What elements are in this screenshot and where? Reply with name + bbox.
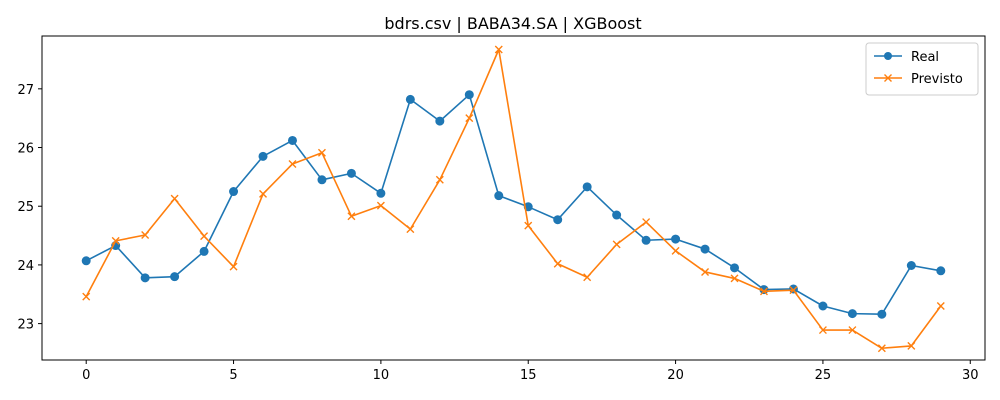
data-point bbox=[258, 151, 268, 161]
data-point bbox=[877, 309, 887, 319]
x-tick-label: 10 bbox=[373, 368, 390, 383]
data-point bbox=[376, 188, 386, 198]
data-point bbox=[141, 230, 150, 239]
y-tick-label: 27 bbox=[17, 83, 34, 98]
data-point bbox=[671, 234, 681, 244]
data-point bbox=[494, 191, 504, 201]
data-point bbox=[612, 240, 621, 249]
data-point bbox=[789, 286, 798, 295]
x-tick-label: 5 bbox=[229, 368, 237, 383]
data-point bbox=[788, 284, 798, 294]
x-axis: 0 5 10 15 20 25 30 bbox=[82, 360, 979, 383]
data-point bbox=[140, 273, 150, 283]
legend-marker bbox=[884, 74, 892, 82]
y-tick-label: 25 bbox=[17, 200, 34, 215]
data-point bbox=[111, 236, 120, 245]
data-point bbox=[701, 267, 710, 276]
data-point bbox=[641, 235, 651, 245]
legend: Real Previsto bbox=[865, 42, 979, 96]
data-point bbox=[523, 202, 533, 212]
data-point bbox=[642, 218, 651, 227]
data-point bbox=[376, 201, 385, 210]
data-point bbox=[170, 194, 179, 203]
y-tick-label: 24 bbox=[17, 259, 34, 274]
data-point bbox=[405, 94, 415, 104]
legend-label: Real bbox=[911, 50, 939, 65]
legend-marker bbox=[884, 52, 892, 60]
data-point bbox=[553, 215, 563, 225]
series-line-real bbox=[85, 93, 941, 316]
data-point bbox=[936, 266, 946, 276]
data-point bbox=[435, 175, 444, 184]
data-point bbox=[464, 90, 474, 100]
data-point bbox=[730, 263, 740, 273]
y-tick-label: 26 bbox=[17, 142, 34, 157]
data-point bbox=[81, 256, 91, 266]
data-point bbox=[818, 326, 827, 335]
data-point bbox=[730, 274, 739, 283]
data-point bbox=[229, 187, 239, 197]
data-point bbox=[553, 259, 562, 268]
data-point bbox=[406, 225, 415, 234]
data-point bbox=[818, 301, 828, 311]
data-point bbox=[82, 292, 91, 301]
data-point bbox=[346, 168, 356, 178]
data-point bbox=[671, 246, 680, 255]
data-point bbox=[847, 309, 857, 319]
chart-title: bdrs.csv | BABA34.SA | XGBoost bbox=[384, 14, 641, 33]
data-point bbox=[259, 189, 268, 198]
x-tick-label: 0 bbox=[82, 368, 90, 383]
data-point bbox=[906, 261, 916, 270]
data-point bbox=[287, 135, 297, 145]
series-layer bbox=[81, 45, 946, 353]
data-point bbox=[582, 182, 592, 192]
data-point bbox=[465, 114, 474, 123]
data-point bbox=[612, 210, 622, 220]
plot-area bbox=[41, 35, 986, 361]
data-point bbox=[700, 244, 710, 254]
data-point bbox=[317, 175, 327, 185]
data-point bbox=[317, 148, 326, 157]
data-point bbox=[877, 344, 886, 353]
data-point bbox=[229, 262, 238, 271]
data-point bbox=[759, 287, 768, 296]
legend-item-real: Real bbox=[874, 50, 939, 65]
data-point bbox=[583, 273, 592, 282]
data-point bbox=[170, 272, 180, 282]
x-tick-label: 20 bbox=[667, 368, 684, 383]
data-point bbox=[199, 246, 209, 256]
data-point bbox=[936, 302, 945, 310]
x-tick-label: 25 bbox=[815, 368, 832, 383]
series-previsto bbox=[82, 45, 945, 353]
data-point bbox=[907, 341, 916, 350]
data-point bbox=[347, 212, 356, 221]
series-line-previsto bbox=[85, 48, 942, 350]
data-point bbox=[288, 159, 297, 168]
y-tick-label: 23 bbox=[17, 318, 34, 333]
data-point bbox=[200, 232, 209, 241]
data-point bbox=[524, 221, 533, 230]
data-point bbox=[494, 45, 503, 54]
x-tick-label: 15 bbox=[520, 368, 537, 383]
legend-label: Previsto bbox=[911, 72, 963, 87]
y-axis: 23 24 25 26 27 bbox=[17, 83, 42, 333]
data-point bbox=[435, 116, 445, 126]
legend-item-previsto: Previsto bbox=[874, 72, 963, 87]
data-point bbox=[848, 326, 857, 335]
x-tick-label: 30 bbox=[962, 368, 979, 383]
